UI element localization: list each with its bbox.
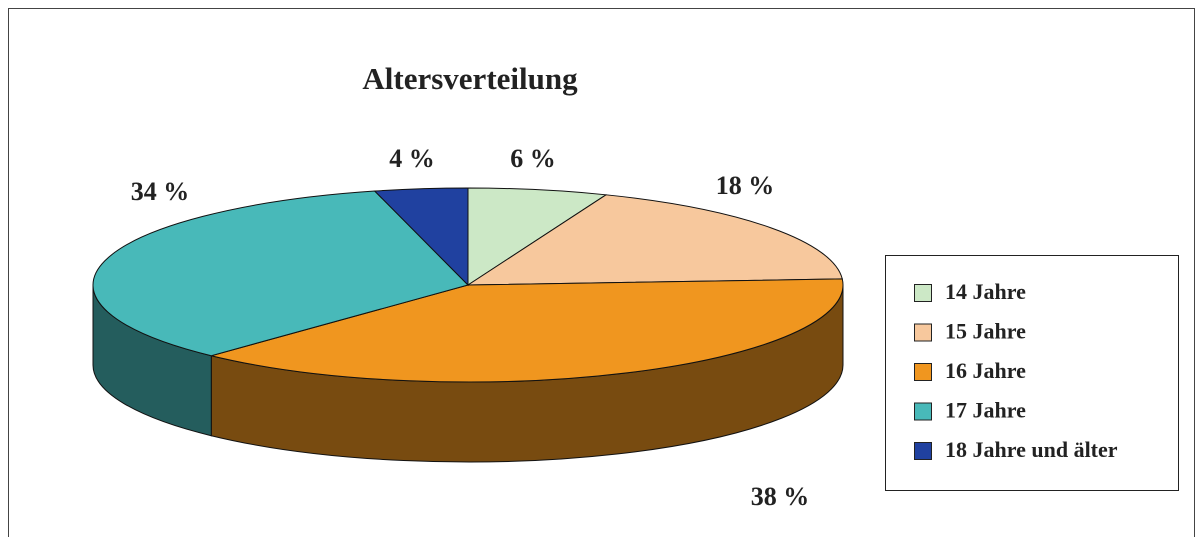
data-label: 34 %: [131, 177, 190, 206]
legend-swatch: [914, 363, 932, 381]
legend-label: 17 Jahre: [945, 398, 1026, 423]
pie-slice: [209, 278, 844, 383]
legend-label: 16 Jahre: [945, 358, 1026, 383]
legend-box: [885, 255, 1179, 491]
data-label: 38 %: [751, 482, 810, 511]
chart-title: Altersverteilung: [362, 61, 578, 96]
data-label: 6 %: [510, 144, 556, 173]
legend-swatch: [914, 284, 932, 302]
legend-label: 14 Jahre: [945, 279, 1026, 304]
pie-slice: [467, 187, 608, 286]
data-label: 18 %: [716, 171, 775, 200]
legend-label: 15 Jahre: [945, 319, 1026, 344]
pie-slice: [466, 194, 843, 286]
legend-swatch: [914, 442, 932, 460]
data-label: 4 %: [389, 144, 435, 173]
pie-slice: [373, 187, 469, 287]
legend-swatch: [914, 402, 932, 421]
legend-label: 18 Jahre und älter: [945, 437, 1118, 462]
pie-slice: [92, 190, 469, 357]
legend-swatch: [914, 323, 932, 342]
